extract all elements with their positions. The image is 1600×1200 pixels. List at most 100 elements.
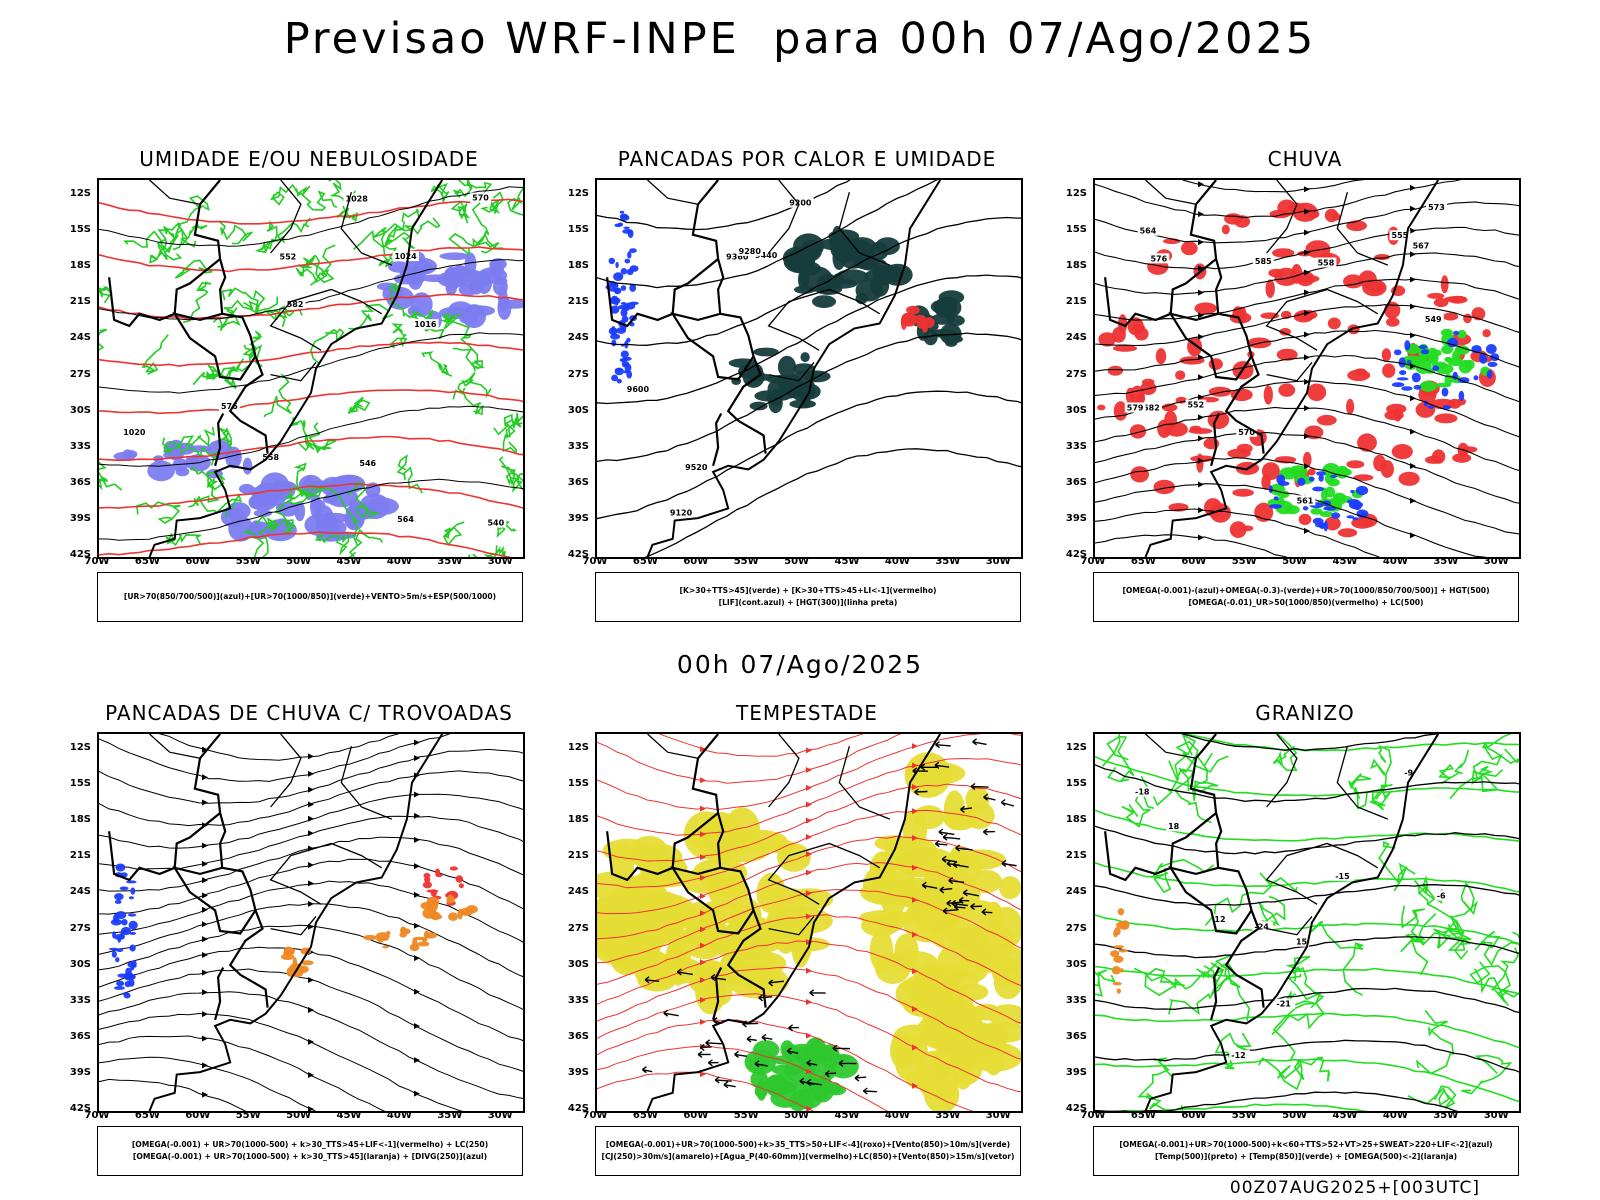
- humidity-upper-area: [410, 292, 433, 317]
- legend-text: [OMEGA(-0.001)+UR>70(1000-500)+k>35_TTS>…: [605, 1140, 1011, 1149]
- lon-tick-label: 60W: [683, 556, 709, 567]
- temp-850-contour: [1378, 840, 1416, 892]
- humidity-lower-contour: [270, 183, 311, 206]
- omega-area: [1268, 485, 1273, 494]
- divergence-area: [130, 887, 136, 895]
- wind-vector: [761, 1033, 773, 1041]
- rain-area: [1232, 488, 1254, 497]
- lat-tick-label: 42S: [567, 549, 589, 560]
- lon-tick-label: 70W: [84, 1110, 110, 1121]
- temp-850-contour: [1095, 965, 1519, 995]
- rain-area: [1194, 302, 1217, 315]
- humidity-lower-contour: [219, 221, 253, 245]
- rain-area: [1357, 433, 1377, 452]
- temp-850-contour: [1369, 783, 1393, 811]
- temp-850-contour: [1175, 734, 1199, 792]
- stream-arrow: [202, 860, 208, 867]
- storm-area: [458, 883, 464, 889]
- omega-area: [1273, 496, 1279, 501]
- wind-vector: [824, 1070, 837, 1078]
- wind-vector: [746, 1035, 757, 1043]
- contour-label: 576: [1150, 254, 1167, 263]
- rain-area: [1391, 444, 1413, 460]
- wind-850-area: [748, 1055, 770, 1072]
- contour-label: -18: [1135, 788, 1150, 797]
- stream-arrow: [202, 1035, 208, 1042]
- label-bg: [218, 400, 240, 411]
- lat-tick-label: 24S: [1065, 886, 1087, 898]
- footer-timestamp: 00Z07AUG2025+[003UTC]: [1229, 1178, 1480, 1198]
- border-line: [691, 180, 767, 454]
- convective-area: [864, 269, 894, 283]
- stream-arrow: [1198, 265, 1204, 272]
- lat-tick-label: 18S: [1065, 814, 1087, 826]
- stream-arrow: [1198, 457, 1204, 464]
- humidity-upper-area: [419, 274, 453, 282]
- humidity-lower-contour: [313, 439, 337, 454]
- lon-tick-label: 30W: [1483, 556, 1509, 567]
- jet-stream-area: [777, 843, 811, 872]
- wind-vector: [953, 903, 966, 911]
- lif-contour: [610, 295, 619, 305]
- omega-area: [1404, 340, 1411, 351]
- contour-label: 9600: [627, 385, 650, 394]
- humidity-lower-contour: [300, 254, 324, 272]
- humidity-lower-contour: [348, 528, 383, 557]
- humidity-lower-contour: [219, 427, 233, 450]
- stream-arrow: [1410, 227, 1416, 234]
- stream-arrow: [308, 815, 314, 822]
- humidity-lower-contour: [450, 200, 471, 224]
- lon-tick-label: 65W: [632, 556, 658, 567]
- wind-vector: [935, 741, 951, 749]
- border-line: [1168, 312, 1253, 381]
- lon-tick-label: 60W: [1181, 1110, 1207, 1121]
- rain-area: [1295, 309, 1318, 320]
- humidity-lower-contour: [457, 371, 492, 399]
- rain-area: [1112, 326, 1126, 343]
- legend-box: [OMEGA(-0.001) + UR>70(1000-500) + k>30_…: [97, 1126, 523, 1176]
- temp-850-contour: [1095, 1058, 1519, 1103]
- border-line: [1145, 734, 1197, 759]
- jet-stream-area: [931, 1008, 952, 1049]
- humidity-lower-contour: [157, 225, 175, 254]
- omega-area: [1312, 486, 1324, 492]
- humidity-lower-contour: [236, 330, 263, 372]
- lat-tick-label: 24S: [69, 886, 91, 898]
- map-panel-tempestade: [595, 732, 1023, 1113]
- stream-arrow: [912, 1044, 918, 1051]
- omega-area: [1398, 357, 1406, 368]
- omega-strong-area: [1324, 486, 1336, 498]
- divergence-area: [117, 973, 129, 978]
- legend-text: [OMEGA(-0.001)+UR>70(1000-500)+k<60+TTS>…: [1119, 1140, 1493, 1149]
- omega-area: [1348, 500, 1363, 510]
- thunder-area: [448, 912, 459, 921]
- label-bg: [1137, 225, 1159, 236]
- omega-strong-area: [1447, 357, 1463, 367]
- wind-vector: [942, 833, 961, 841]
- lon-tick-label: 40W: [884, 556, 910, 567]
- lif-contour: [619, 213, 629, 219]
- stream-arrow: [1198, 507, 1204, 514]
- stream-arrow: [414, 812, 420, 819]
- contour-label: 9280: [739, 247, 762, 256]
- lat-tick-label: 21S: [69, 296, 91, 308]
- lat-tick-label: 39S: [69, 1066, 91, 1078]
- temp-850-contour: [1348, 773, 1372, 810]
- omega-area: [1427, 405, 1435, 409]
- thunder-area: [386, 930, 391, 936]
- stream-arrow: [308, 1038, 314, 1045]
- legend-text: [OMEGA(-0.001) + UR>70(1000-500) + k>30_…: [131, 1140, 489, 1149]
- wind-vector: [714, 1076, 732, 1084]
- stream-arrow: [1304, 269, 1310, 276]
- rain-area: [1307, 468, 1316, 476]
- border-line: [270, 915, 317, 936]
- humidity-lower-contour: [457, 180, 493, 194]
- omega-strong-area: [1310, 508, 1323, 515]
- coastline: [148, 734, 444, 1111]
- legend-box: [OMEGA(-0.001)+UR>70(1000-500)+k>35_TTS>…: [595, 1126, 1021, 1176]
- streamline: [99, 924, 523, 1010]
- temp-850-contour: [1095, 755, 1519, 797]
- lat-tick-label: 18S: [69, 260, 91, 272]
- wind-vector: [862, 1087, 877, 1095]
- divergence-area: [117, 935, 122, 943]
